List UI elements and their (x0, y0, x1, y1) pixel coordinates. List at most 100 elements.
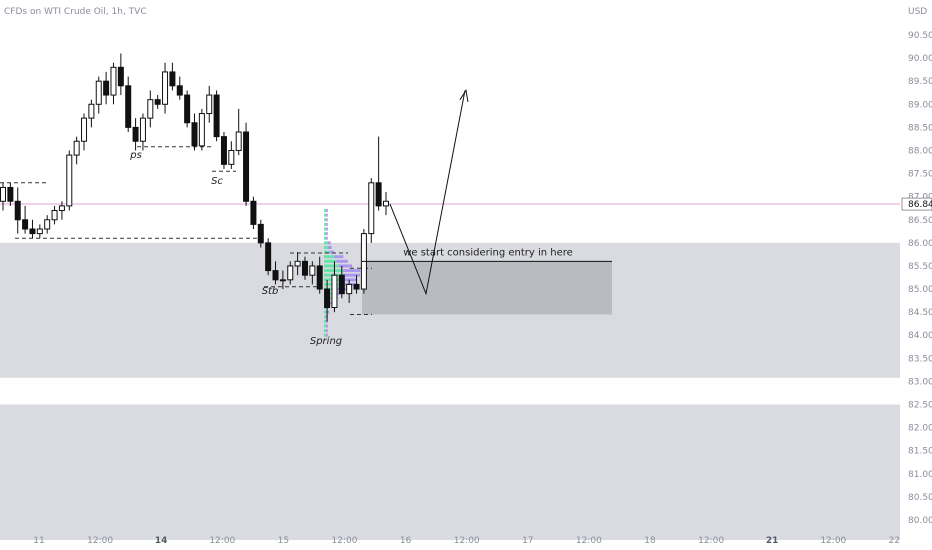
y-tick-label: 89.00 (908, 100, 932, 110)
candle[interactable] (125, 76, 132, 132)
candle[interactable] (95, 76, 102, 114)
candle[interactable] (279, 270, 286, 290)
candle[interactable] (235, 108, 242, 156)
candle[interactable] (309, 261, 316, 285)
candle-body-up (147, 99, 154, 119)
volume-profile-bar-up (324, 213, 327, 217)
volume-profile-bar-down (326, 329, 328, 333)
candle[interactable] (301, 256, 308, 280)
candle[interactable] (324, 279, 331, 322)
candle-body-up (383, 200, 389, 207)
y-tick-label: 82.00 (908, 424, 932, 434)
level-label-stb: Stb (262, 286, 279, 297)
last-price-label: 86.84 (908, 200, 932, 210)
candle[interactable] (243, 122, 250, 206)
candle[interactable] (103, 71, 110, 105)
candle[interactable] (272, 261, 279, 285)
candle[interactable] (220, 132, 227, 169)
x-tick-label: 12:00 (209, 536, 235, 546)
volume-profile-bar-up (324, 245, 329, 249)
projection-arrowhead (459, 89, 469, 103)
candle[interactable] (110, 62, 117, 105)
volume-profile-bar-up (324, 324, 327, 328)
candle[interactable] (346, 279, 353, 303)
candle[interactable] (191, 113, 198, 151)
candle[interactable] (66, 150, 73, 211)
volume-profile-bar-up (324, 287, 337, 291)
candle[interactable] (0, 182, 6, 211)
volume-profile-bar-up (324, 310, 327, 314)
candle-body-down (375, 182, 382, 207)
y-tick-label: 86.50 (908, 216, 932, 226)
candle[interactable] (139, 113, 146, 151)
candle[interactable] (250, 196, 257, 229)
candle[interactable] (375, 136, 382, 211)
volume-profile-bar-down (343, 269, 361, 273)
candle-body-down (29, 228, 36, 235)
candle[interactable] (383, 192, 389, 216)
volume-profile-bar-up (324, 315, 326, 319)
volume-profile-bar-down (336, 259, 348, 263)
candle[interactable] (147, 90, 154, 128)
candle[interactable] (14, 187, 21, 234)
candle-body-down (154, 99, 161, 105)
volume-profile-bar-up (324, 218, 326, 222)
volume-profile-bar-up (324, 269, 344, 273)
candle[interactable] (58, 201, 65, 220)
entry-text: we start considering entry in here (403, 247, 573, 258)
candle-body-up (81, 117, 88, 142)
candle[interactable] (132, 118, 139, 151)
volume-profile-bar-up (324, 227, 327, 231)
y-tick-label: 86.00 (908, 239, 932, 249)
candle-body-down (22, 219, 29, 230)
candle[interactable] (294, 252, 301, 276)
candle[interactable] (22, 205, 29, 234)
candle[interactable] (44, 215, 51, 234)
candle[interactable] (169, 62, 176, 91)
candle[interactable] (331, 261, 338, 313)
candle-body-down (250, 200, 257, 225)
y-tick-label: 88.50 (908, 123, 932, 133)
candle[interactable] (198, 108, 205, 151)
candle[interactable] (316, 256, 323, 294)
candle[interactable] (206, 85, 213, 123)
level-label-ps: ps (129, 150, 142, 161)
volume-profile-bar-down (334, 255, 344, 259)
candle[interactable] (162, 62, 169, 114)
candle[interactable] (81, 113, 88, 151)
candle[interactable] (184, 90, 191, 128)
candle[interactable] (287, 261, 294, 285)
candle[interactable] (257, 219, 264, 248)
volume-profile-bar-down (326, 333, 328, 337)
candle[interactable] (36, 224, 43, 239)
candle[interactable] (353, 275, 360, 294)
volume-profile-bar-up (324, 209, 326, 213)
candle[interactable] (368, 178, 375, 243)
candle-body-down (103, 80, 110, 96)
candle[interactable] (213, 90, 220, 142)
candle[interactable] (73, 136, 80, 165)
candle[interactable] (338, 265, 345, 299)
volume-profile-bar-up (324, 333, 326, 337)
candle[interactable] (176, 76, 183, 100)
candle-body-up (95, 80, 102, 105)
candle[interactable] (228, 141, 235, 169)
candle-body-down (213, 94, 220, 138)
x-tick-label: 12:00 (87, 536, 113, 546)
candle-body-up (287, 265, 294, 281)
candle-body-down (316, 265, 323, 290)
volume-profile-bar-down (326, 232, 328, 236)
candle[interactable] (88, 99, 95, 128)
candle-body-down (220, 136, 227, 165)
candle[interactable] (154, 95, 161, 109)
candle-body-up (279, 279, 286, 282)
candle[interactable] (7, 182, 14, 206)
y-tick-label: 84.50 (908, 308, 932, 318)
projection-path (389, 90, 466, 296)
candle[interactable] (265, 238, 272, 276)
candle[interactable] (29, 219, 36, 239)
candle[interactable] (117, 53, 124, 96)
candle[interactable] (51, 205, 58, 225)
y-tick-label: 85.00 (908, 285, 932, 295)
